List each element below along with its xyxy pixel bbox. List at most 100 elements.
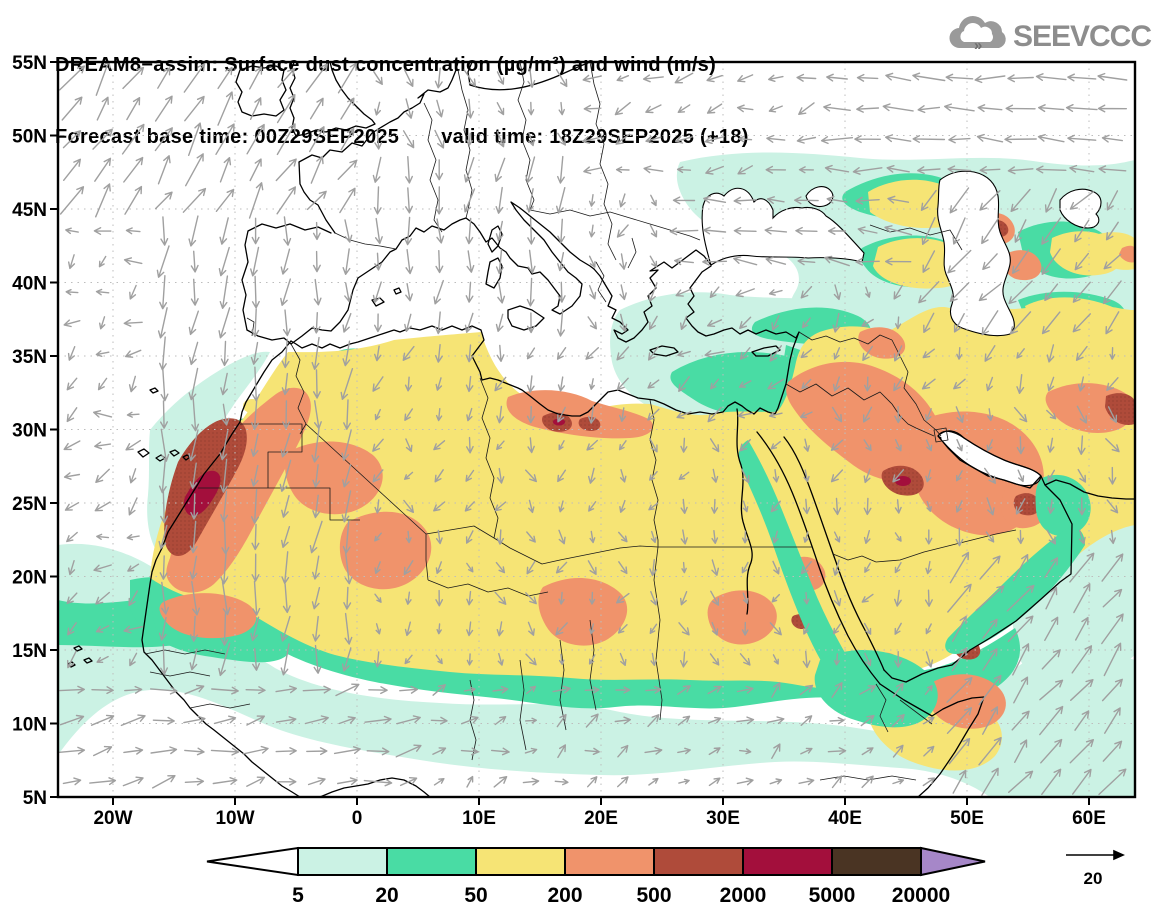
wind-arrow	[311, 427, 320, 463]
wind-arrow	[189, 555, 198, 580]
wind-arrow	[341, 490, 352, 523]
wind-arrow	[1078, 529, 1086, 545]
wind-arrow	[711, 498, 719, 514]
wind-arrow	[465, 469, 475, 482]
wind-arrow	[704, 136, 725, 144]
wind-arrow	[94, 501, 111, 512]
wind-arrow	[125, 349, 142, 358]
colorbar-segment	[742, 847, 833, 876]
wind-arrow	[617, 744, 629, 758]
wind-arrow	[1044, 283, 1059, 301]
wind-arrow	[885, 134, 912, 143]
wind-arrow	[863, 530, 871, 544]
wind-arrow	[375, 623, 382, 635]
wind-arrow	[1046, 344, 1055, 363]
wind-arrow	[95, 62, 111, 96]
wind-arrow	[769, 778, 783, 785]
wind-arrow	[585, 347, 599, 360]
wind-arrow	[94, 157, 112, 182]
wind-arrow	[1035, 73, 1067, 81]
wind-arrow	[282, 309, 291, 337]
wind-arrow	[707, 406, 722, 423]
wind-arrow	[582, 136, 603, 144]
wind-arrow	[616, 224, 629, 238]
wind-arrow	[466, 98, 475, 119]
wind-arrow	[619, 499, 626, 513]
wind-arrow	[616, 592, 630, 604]
latitude-axis: 55N 50N 45N 40N 35N 30N 25N 20N 15N 10N 5N	[12, 53, 58, 809]
wind-arrow	[920, 189, 937, 211]
island-cyprus	[751, 345, 781, 357]
wind-arrow	[309, 126, 325, 153]
wind-arrow	[494, 157, 506, 182]
wind-arrow	[733, 256, 758, 266]
wind-arrow	[343, 586, 352, 610]
wind-arrow	[733, 196, 757, 205]
wind-arrow	[558, 529, 566, 545]
wind-arrow	[1067, 134, 1097, 143]
wind-arrow	[340, 97, 355, 120]
wind-arrow	[1069, 552, 1095, 583]
wind-arrow	[277, 68, 296, 88]
wind-arrow	[190, 278, 199, 306]
wind-arrow	[737, 411, 753, 419]
wind-arrow	[403, 69, 414, 87]
wind-arrow	[123, 257, 143, 265]
wind-arrow	[616, 377, 629, 391]
wind-arrow	[884, 225, 913, 236]
wind-arrow	[525, 156, 536, 184]
coastlines	[67, 62, 1135, 797]
wind-arrow	[432, 684, 446, 696]
wind-arrow	[803, 591, 810, 605]
wind-arrow	[215, 123, 235, 155]
colorbar-label: 5000	[809, 884, 856, 907]
wind-arrow	[741, 561, 749, 574]
wind-arrow	[1016, 436, 1025, 455]
wind-arrow	[798, 166, 814, 174]
wind-arrow	[154, 127, 173, 152]
wind-arrow	[912, 135, 946, 143]
wind-arrow	[160, 216, 169, 246]
wind-arrow	[949, 551, 970, 584]
wind-arrow	[619, 407, 627, 422]
wind-arrow	[527, 217, 536, 245]
wind-arrow	[680, 591, 688, 606]
wind-arrow	[98, 255, 107, 268]
wind-arrow	[1071, 645, 1093, 674]
wind-arrow	[282, 583, 291, 614]
wind-arrow	[1005, 104, 1036, 113]
wind-arrow	[1007, 166, 1034, 175]
wind-arrow	[833, 347, 841, 360]
wind-arrow	[947, 165, 972, 174]
wind-arrow	[955, 406, 964, 423]
wind-arrow	[677, 715, 691, 726]
wind-arrow	[313, 369, 321, 399]
wind-arrow	[861, 593, 874, 603]
wind-arrow	[184, 747, 205, 756]
wind-arrow	[1041, 768, 1062, 795]
wind-arrow	[589, 591, 596, 605]
wind-arrow	[832, 312, 841, 333]
wind-arrow	[95, 591, 110, 605]
wind-arrow	[614, 716, 631, 725]
wind-arrow	[218, 642, 231, 677]
wind-arrow	[677, 104, 691, 113]
wind-arrow	[188, 429, 199, 462]
wind-arrow	[739, 653, 751, 666]
wind-arrow	[344, 612, 353, 645]
wind-arrow	[830, 469, 844, 483]
wind-arrow	[735, 288, 755, 298]
wind-arrow	[220, 611, 229, 646]
wind-arrow	[1101, 678, 1123, 702]
wind-arrow	[956, 347, 963, 360]
wind-arrow	[1077, 376, 1086, 392]
wind-arrow	[526, 277, 535, 307]
wind-arrow	[190, 250, 199, 273]
wind-arrow	[1106, 499, 1119, 514]
wind-arrow	[585, 713, 599, 728]
wind-arrow	[771, 743, 781, 759]
wind-arrow	[925, 560, 932, 575]
wind-arrow	[405, 249, 414, 275]
wind-arrow	[152, 775, 176, 789]
wind-arrow	[894, 532, 902, 542]
